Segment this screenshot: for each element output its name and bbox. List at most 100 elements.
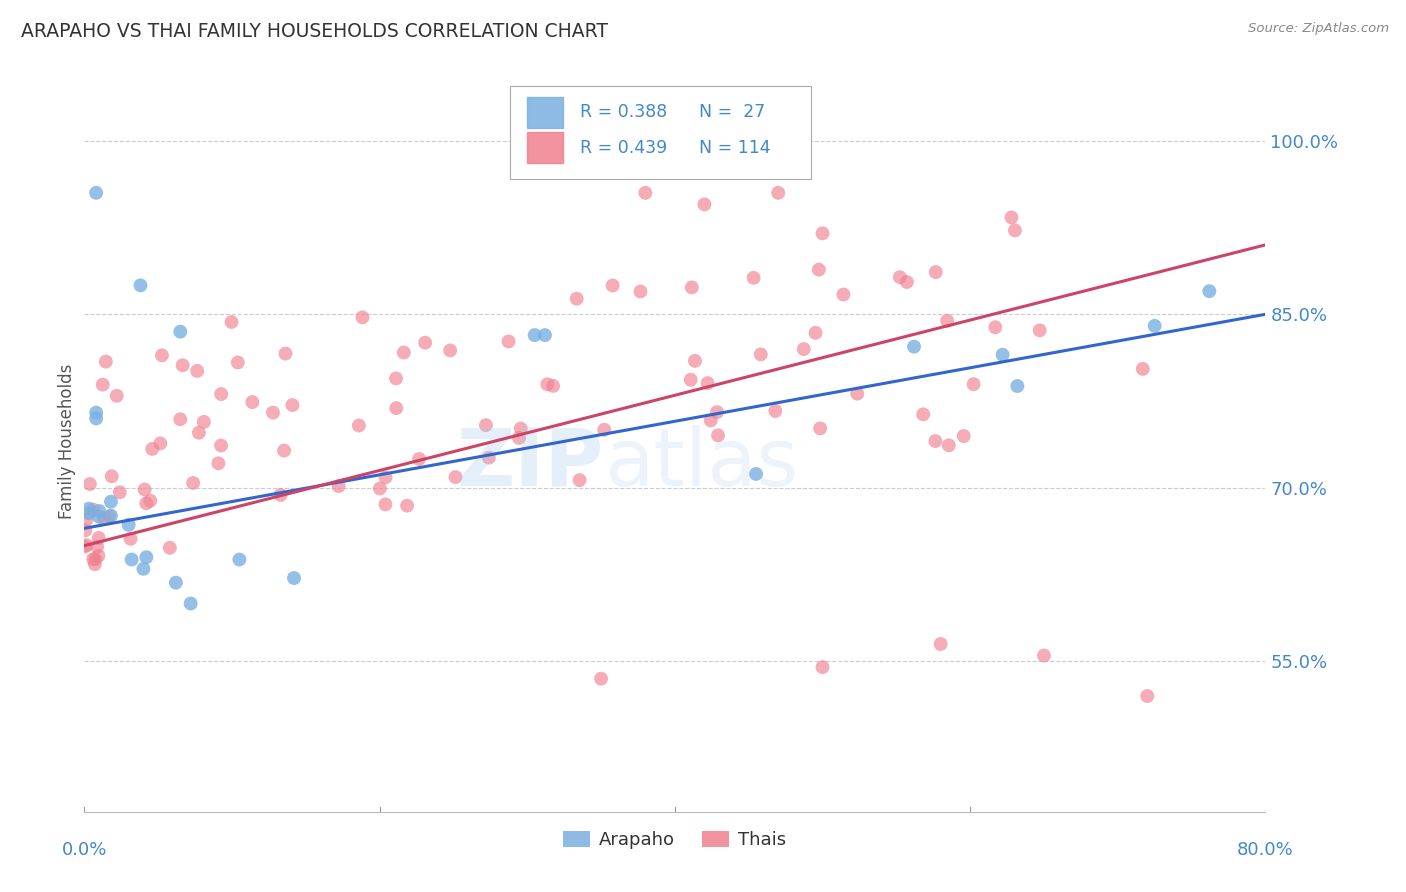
Point bbox=[374, 497, 396, 511]
Point bbox=[87, 504, 111, 518]
Point bbox=[807, 262, 830, 277]
Point bbox=[706, 405, 728, 419]
Point bbox=[925, 265, 948, 279]
Point bbox=[683, 354, 706, 368]
Point bbox=[385, 371, 408, 385]
Point bbox=[745, 467, 768, 481]
Point bbox=[444, 470, 467, 484]
Point bbox=[541, 379, 564, 393]
Point bbox=[478, 450, 501, 465]
Point bbox=[634, 186, 657, 200]
Point bbox=[693, 197, 716, 211]
Text: atlas: atlas bbox=[605, 425, 799, 503]
Point bbox=[793, 342, 815, 356]
Point bbox=[77, 501, 100, 516]
Point bbox=[141, 442, 163, 456]
Text: R = 0.439: R = 0.439 bbox=[581, 138, 668, 157]
Point bbox=[159, 541, 181, 555]
Point bbox=[565, 292, 588, 306]
Point bbox=[630, 285, 652, 299]
Point bbox=[924, 434, 946, 448]
Point bbox=[696, 376, 718, 391]
Point bbox=[84, 552, 107, 566]
Point bbox=[129, 278, 152, 293]
Point bbox=[808, 421, 831, 435]
Point bbox=[763, 404, 786, 418]
Text: 80.0%: 80.0% bbox=[1237, 840, 1294, 859]
Point bbox=[226, 355, 249, 369]
Point bbox=[591, 672, 613, 686]
Point bbox=[135, 550, 157, 565]
Point bbox=[846, 386, 869, 401]
Point bbox=[87, 531, 110, 545]
Point bbox=[172, 358, 194, 372]
Text: ZIP: ZIP bbox=[457, 425, 605, 503]
Point bbox=[207, 456, 229, 470]
Point bbox=[439, 343, 461, 358]
Point bbox=[408, 452, 430, 467]
Point bbox=[1028, 323, 1050, 337]
Point bbox=[86, 540, 108, 554]
Point bbox=[1198, 284, 1220, 298]
Point bbox=[962, 377, 984, 392]
Point bbox=[150, 348, 173, 362]
Point bbox=[602, 278, 624, 293]
Point bbox=[187, 425, 209, 440]
Point bbox=[896, 275, 918, 289]
Point bbox=[94, 354, 117, 368]
Point bbox=[118, 517, 141, 532]
Point bbox=[991, 348, 1014, 362]
Point bbox=[396, 499, 419, 513]
Point bbox=[347, 418, 370, 433]
Point bbox=[180, 597, 202, 611]
Point bbox=[193, 415, 215, 429]
Point bbox=[270, 488, 292, 502]
Text: ARAPAHO VS THAI FAMILY HOUSEHOLDS CORRELATION CHART: ARAPAHO VS THAI FAMILY HOUSEHOLDS CORREL… bbox=[21, 22, 607, 41]
Point bbox=[936, 314, 959, 328]
Text: 0.0%: 0.0% bbox=[62, 840, 107, 859]
Point bbox=[84, 406, 107, 420]
Point bbox=[82, 502, 104, 516]
Bar bbox=[527, 132, 562, 163]
Point bbox=[186, 364, 208, 378]
Point bbox=[274, 346, 297, 360]
Bar bbox=[527, 96, 562, 128]
Point bbox=[100, 508, 122, 523]
Point bbox=[87, 549, 110, 563]
Point bbox=[903, 340, 925, 354]
Point bbox=[221, 315, 243, 329]
Point bbox=[73, 540, 96, 554]
Point bbox=[82, 552, 104, 566]
Point bbox=[100, 494, 122, 508]
Point bbox=[811, 660, 834, 674]
Point bbox=[804, 326, 827, 340]
Point bbox=[209, 387, 232, 401]
Point bbox=[84, 411, 107, 425]
Point bbox=[228, 552, 250, 566]
Point bbox=[1004, 223, 1026, 237]
Point bbox=[181, 475, 204, 490]
Point bbox=[209, 438, 232, 452]
Point bbox=[1136, 689, 1159, 703]
Point bbox=[475, 418, 498, 433]
Point bbox=[120, 532, 142, 546]
Text: N =  27: N = 27 bbox=[699, 103, 765, 121]
Point bbox=[1132, 362, 1154, 376]
Point bbox=[568, 473, 591, 487]
Point bbox=[328, 479, 350, 493]
Point bbox=[79, 477, 101, 491]
Y-axis label: Family Households: Family Households bbox=[58, 364, 76, 519]
Point bbox=[768, 186, 790, 200]
Point bbox=[135, 496, 157, 510]
Point bbox=[742, 270, 765, 285]
Text: R = 0.388: R = 0.388 bbox=[581, 103, 668, 121]
Point bbox=[811, 227, 834, 241]
Point bbox=[93, 512, 115, 526]
Point bbox=[83, 558, 105, 572]
Point bbox=[508, 431, 530, 445]
Point bbox=[262, 406, 284, 420]
Point bbox=[84, 186, 107, 200]
FancyBboxPatch shape bbox=[509, 87, 811, 178]
Point bbox=[91, 377, 114, 392]
Point bbox=[509, 421, 531, 435]
